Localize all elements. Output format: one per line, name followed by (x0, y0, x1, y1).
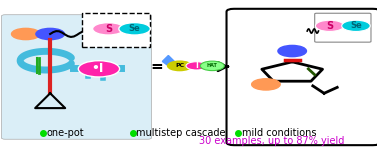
Text: =: = (151, 59, 163, 74)
FancyBboxPatch shape (226, 9, 378, 145)
Text: one-pot: one-pot (46, 128, 84, 138)
Circle shape (200, 61, 224, 71)
Circle shape (119, 23, 150, 35)
Circle shape (167, 61, 192, 71)
Text: HAT: HAT (207, 63, 218, 68)
Circle shape (252, 79, 280, 90)
Text: Se: Se (129, 24, 141, 33)
Circle shape (342, 20, 370, 31)
FancyBboxPatch shape (2, 15, 152, 139)
Circle shape (93, 23, 124, 35)
Circle shape (36, 28, 64, 40)
Text: I: I (195, 61, 198, 70)
FancyBboxPatch shape (82, 13, 150, 47)
Text: S: S (326, 21, 333, 31)
FancyBboxPatch shape (315, 13, 371, 42)
Polygon shape (163, 55, 174, 66)
Text: multistep cascade: multistep cascade (136, 128, 226, 138)
Text: 30 examples, up to 87% yield: 30 examples, up to 87% yield (199, 136, 344, 146)
Text: PC: PC (175, 63, 184, 68)
Circle shape (78, 61, 119, 77)
Text: mild conditions: mild conditions (242, 128, 316, 138)
Text: •I: •I (91, 62, 103, 75)
Text: S: S (105, 24, 112, 34)
Circle shape (278, 45, 307, 57)
Circle shape (186, 62, 207, 70)
Text: Se: Se (350, 21, 362, 30)
Circle shape (316, 20, 344, 31)
Circle shape (11, 28, 40, 40)
